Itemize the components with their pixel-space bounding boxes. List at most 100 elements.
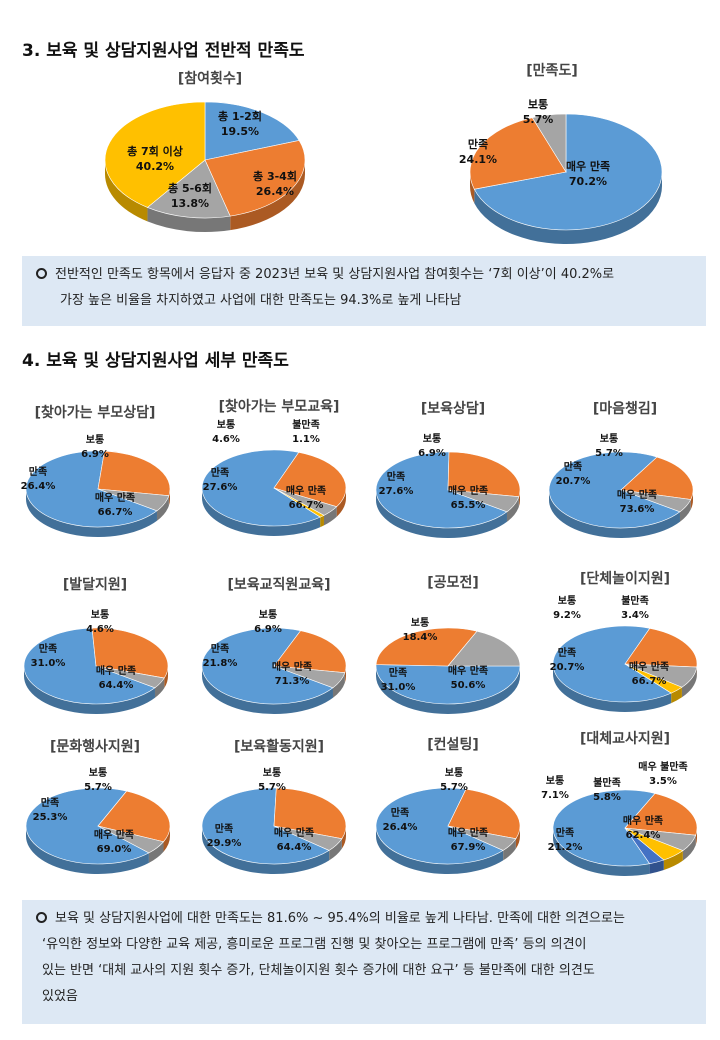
pie-wall-보통	[329, 838, 342, 861]
slice-value-매우-만족: 62.4%	[626, 830, 661, 841]
slice-value-보통: 5.7%	[258, 782, 286, 793]
pie-wall-만족	[341, 826, 346, 849]
pie-wall-불만족	[671, 687, 682, 704]
slice-value-만족: 27.6%	[379, 486, 414, 497]
pie-wall-만족	[336, 488, 346, 517]
pie-chart-development: 매우 만족 64.4% 만족 31.0% 보통 4.6%	[23, 609, 169, 714]
slice-label-보통: 보통	[546, 775, 564, 787]
slice-value-만족: 25.3%	[33, 812, 68, 823]
pie-wall-보통	[679, 499, 691, 522]
pie-wall-총-3-4회	[230, 160, 305, 231]
slice-label-만족: 만족	[211, 642, 229, 655]
chart-title-activity-support: [보육활동지원]	[233, 739, 325, 755]
slice-label-매우-만족: 매우 만족	[617, 488, 657, 501]
pie-slice-만족	[97, 450, 171, 497]
slice-value-매우-만족: 67.9%	[451, 842, 486, 853]
slice-label-매우-만족: 매우 만족	[94, 828, 134, 841]
slice-label-만족: 만족	[391, 806, 409, 819]
slice-value-총-7회-이상: 40.2%	[136, 160, 174, 173]
slice-value-보통: 18.4%	[403, 632, 438, 643]
slice-value-보통: 6.9%	[418, 448, 446, 459]
slice-label-매우-만족: 매우 만족	[96, 664, 136, 677]
slice-value-만족: 26.4%	[21, 481, 56, 492]
slice-label-불만족: 불만족	[621, 594, 649, 607]
pie-slice-불만족	[273, 487, 325, 518]
slice-value-매우-만족: 64.4%	[277, 842, 312, 853]
chart-title-consulting: [컨설팅]	[427, 737, 479, 753]
chart-title-parent-counseling: [찾아가는 부모상담]	[34, 405, 156, 421]
slice-value-보통: 6.9%	[254, 624, 282, 635]
pie-wall-보통	[681, 667, 697, 698]
pie-slice-총-7회-이상	[104, 101, 206, 208]
section3-title: 3. 보육 및 상담지원사업 전반적 만족도	[22, 41, 305, 61]
pie-chart-satisfaction: 매우 만족 70.2% 만족 24.1% 보통 5.7%	[459, 98, 663, 245]
slice-value-총-1-2회: 19.5%	[221, 125, 259, 138]
pie-wall-만족	[163, 826, 170, 852]
pie-slice-매우-만족	[552, 625, 672, 703]
pie-wall-만족	[515, 826, 520, 849]
pie-chart-activity-support: 매우 만족 64.4% 만족 29.9% 보통 5.7%	[201, 767, 347, 874]
slice-label-만족: 만족	[29, 465, 47, 478]
slice-label-보통: 보통	[91, 609, 109, 621]
slice-label-보통: 보통	[259, 609, 277, 621]
pie-slice-매우-만족	[375, 451, 508, 529]
slice-label-보통: 보통	[411, 617, 429, 629]
pie-chart-group-play: 매우 만족 66.7% 만족 20.7% 보통 9.2% 불만족 3.4%	[550, 594, 698, 712]
pie-slice-보통	[447, 630, 521, 667]
chart-title-parent-education: [찾아가는 부모교육]	[218, 399, 340, 415]
slice-label-매우-불만족: 매우 불만족	[638, 760, 687, 773]
slice-value-매우-만족: 66.7%	[289, 500, 324, 511]
slice-label-만족: 만족	[41, 796, 59, 809]
pie-slice-만족	[447, 451, 521, 498]
pie-slice-매우-만족	[473, 113, 663, 231]
section3-note-line-2: 가장 높은 비율을 차지하였고 사업에 대한 만족도는 94.3%로 높게 나타…	[60, 293, 462, 308]
pie-wall-매우-만족	[26, 489, 157, 537]
slice-label-총-5-6회: 총 5-6회	[168, 181, 212, 195]
pie-slice-만족	[624, 793, 698, 836]
pie-chart-participation: 총 1-2회 19.5% 총 3-4회 26.4% 총 5-6회 13.8% 총 7회 이상…	[104, 101, 306, 232]
slice-label-만족: 만족	[387, 470, 405, 483]
slice-label-만족: 만족	[558, 646, 576, 659]
slice-label-만족: 만족	[556, 826, 574, 839]
slice-label-보통: 보통	[263, 767, 281, 779]
slice-label-총-1-2회: 총 1-2회	[218, 109, 262, 123]
pie-slice-총-3-4회	[204, 140, 306, 217]
pie-slice-보통	[447, 489, 520, 513]
slice-value-만족: 29.9%	[207, 838, 242, 849]
pie-chart-parent-education: 매우 만족 66.7% 만족 27.6% 보통 4.6% 불만족 1.1%	[201, 418, 347, 536]
chart-title-contest: [공모전]	[427, 575, 479, 591]
slice-label-불만족: 불만족	[593, 776, 621, 789]
pie-slice-보통	[97, 488, 170, 512]
pie-chart-consulting: 매우 만족 67.9% 만족 26.4% 보통 5.7%	[375, 767, 521, 874]
slice-value-보통: 4.6%	[86, 624, 114, 635]
slice-value-만족: 26.4%	[383, 822, 418, 833]
pie-slice-만족	[447, 788, 521, 840]
pie-wall-만족	[470, 172, 475, 204]
pie-slice-총-1-2회	[204, 101, 300, 161]
pie-wall-매우-만족	[202, 666, 333, 714]
slice-value-매우-만족: 50.6%	[451, 680, 486, 691]
pie-slice-불만족	[624, 663, 683, 694]
pie-wall-매우-만족	[202, 488, 321, 536]
slice-value-매우-만족: 71.3%	[275, 676, 310, 687]
slice-label-보통: 보통	[528, 98, 548, 111]
pie-slice-만족	[375, 627, 478, 667]
slice-label-매우-만족: 매우 만족	[629, 660, 669, 673]
pie-side-walls	[26, 826, 170, 874]
pie-side-walls	[470, 172, 662, 245]
section4-note-line-3: 있는 반면 ‘대체 교사의 지원 횟수 증가, 단체놀이지원 횟수 증가에 대한…	[42, 963, 595, 978]
slice-label-보통: 보통	[600, 433, 618, 445]
slice-label-매우-만족: 매우 만족	[286, 484, 326, 497]
chart-title-childcare-counseling: [보육상담]	[420, 401, 486, 417]
pie-slice-만족	[273, 787, 347, 840]
pie-slice-만족	[273, 630, 347, 674]
slice-label-만족: 만족	[39, 642, 57, 655]
pie-chart-mindfulness: 매우 만족 73.6% 만족 20.7% 보통 5.7%	[548, 433, 694, 538]
pie-wall-매우-만족	[474, 172, 662, 245]
slice-value-만족: 21.2%	[548, 842, 583, 853]
pie-slice-매우-만족	[23, 627, 156, 705]
pie-slice-보통	[95, 665, 165, 689]
slice-label-매우-만족: 매우 만족	[95, 491, 135, 504]
slice-label-매우-만족: 매우 만족	[272, 660, 312, 673]
slice-label-보통: 보통	[89, 767, 107, 779]
